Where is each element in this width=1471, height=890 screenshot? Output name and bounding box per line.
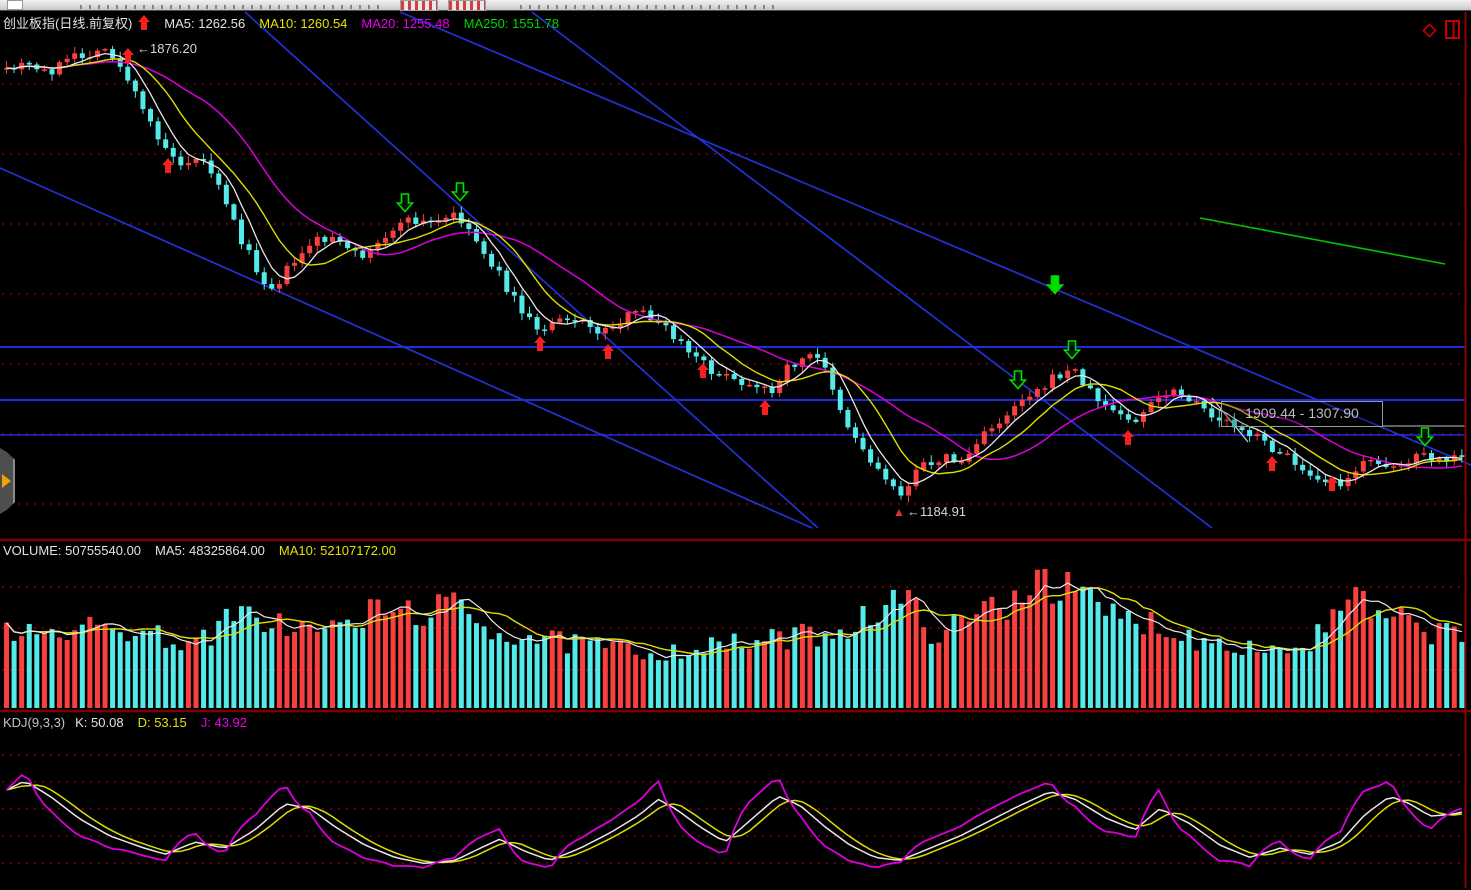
diamond-icon[interactable] bbox=[1421, 22, 1438, 39]
ma5-value: MA5: 1262.56 bbox=[164, 16, 246, 31]
split-window-icon[interactable] bbox=[1445, 20, 1461, 40]
symbol-title: 创业板指(日线.前复权) bbox=[3, 16, 133, 31]
trend-up-arrow-icon bbox=[138, 15, 151, 33]
kdj-d-value: D: 53.15 bbox=[137, 715, 187, 730]
ma250-value: MA250: 1551.78 bbox=[463, 16, 560, 31]
volume-ma5-value: MA5: 48325864.00 bbox=[155, 543, 265, 558]
kdj-indicator-name: KDJ(9,3,3) bbox=[3, 715, 66, 730]
main-chart-header: 创业板指(日线.前复权) MA5: 1262.56 MA10: 1260.54 MA2… bbox=[3, 13, 573, 33]
volume-header: VOLUME: 50755540.00 MA5: 48325864.00 MA10:… bbox=[3, 543, 410, 558]
period-low-annotation: ←1184.91 bbox=[907, 504, 967, 519]
drawer-expand-arrow-icon bbox=[2, 474, 11, 488]
menu-text-fragments bbox=[520, 5, 780, 9]
kdj-j-value: J: 43.92 bbox=[200, 715, 247, 730]
kdj-k-value: K: 50.08 bbox=[75, 715, 124, 730]
side-panel-drawer-handle[interactable] bbox=[0, 448, 15, 514]
trendline-range-tooltip: 1909.44 - 1307.90 bbox=[1221, 401, 1383, 427]
volume-ma10-value: MA10: 52107172.00 bbox=[278, 543, 397, 558]
kdj-header: KDJ(9,3,3) K: 50.08 D: 53.15 J: 43.92 bbox=[3, 715, 261, 730]
menu-button-fragment bbox=[7, 0, 23, 10]
ma10-value: MA10: 1260.54 bbox=[259, 16, 348, 31]
period-high-annotation: ←1876.20 bbox=[137, 41, 197, 56]
menu-bar[interactable] bbox=[0, 0, 1471, 11]
volume-value: VOLUME: 50755540.00 bbox=[3, 543, 142, 558]
quote-box-fragment bbox=[400, 0, 438, 11]
low-marker-icon: ▲ bbox=[893, 505, 905, 519]
ma20-value: MA20: 1255.48 bbox=[361, 16, 450, 31]
chart-corner-tools bbox=[1421, 20, 1461, 40]
menu-text-fragments bbox=[80, 5, 380, 9]
quote-box-fragment bbox=[448, 0, 486, 11]
